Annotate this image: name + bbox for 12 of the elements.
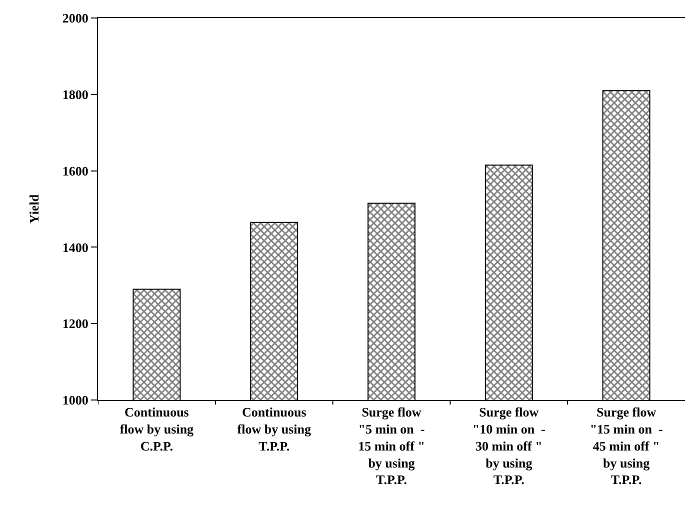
- y-tick-label: 1200: [62, 316, 88, 332]
- x-tick-label: Surge flow "10 min on - 30 min off " by using T.P.P.: [472, 404, 546, 488]
- y-tick-label: 2000: [62, 10, 88, 26]
- y-tick-label: 1000: [62, 392, 88, 408]
- y-axis-title: Yield: [26, 194, 42, 224]
- y-tick-label: 1400: [62, 240, 88, 255]
- x-tick-label: Surge flow "15 min on - 45 min off " by using T.P.P.: [590, 404, 663, 488]
- y-tick-label: 1800: [62, 86, 88, 102]
- x-tick-label: Continuous flow by using T.P.P.: [237, 404, 312, 454]
- x-tick-label: Surge flow "5 min on - 15 min off " by using T.P.P.: [358, 404, 425, 488]
- x-tick-label: Continuous flow by using C.P.P.: [120, 404, 194, 454]
- y-tick-label: 1600: [62, 163, 88, 178]
